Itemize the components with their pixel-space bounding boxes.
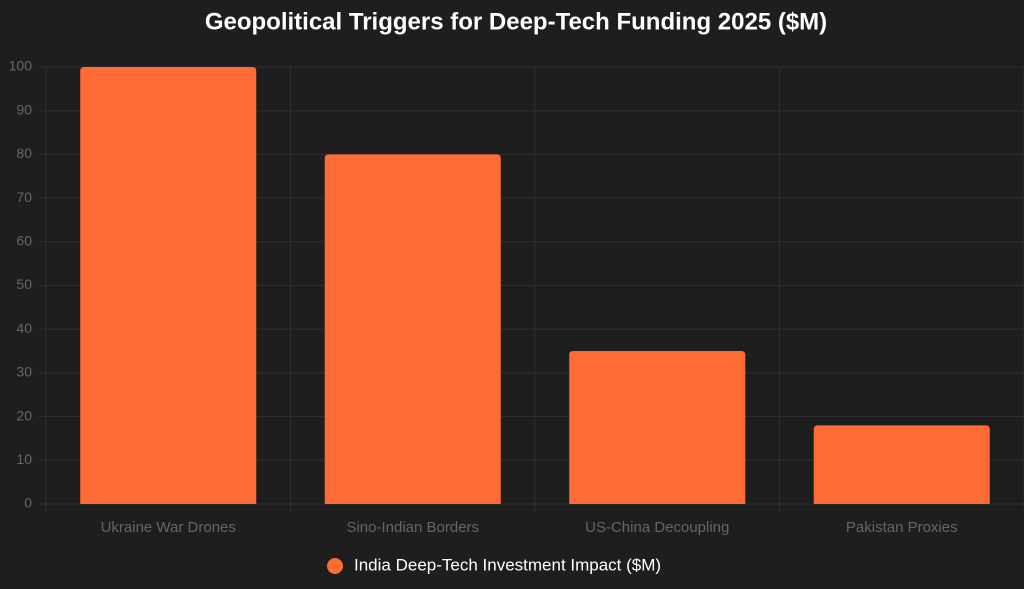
y-tick-label: 50 [16,276,32,292]
chart-title: Geopolitical Triggers for Deep-Tech Fund… [205,8,827,35]
bar [324,154,501,504]
y-tick-label: 20 [16,407,32,423]
y-tick-label: 0 [24,495,32,511]
x-tick-label: Ukraine War Drones [101,519,236,536]
y-tick-label: 60 [16,233,32,249]
y-tick-label: 100 [9,58,33,74]
y-tick-label: 70 [16,189,32,205]
y-tick-label: 90 [16,101,32,117]
legend-marker [327,558,343,574]
y-tick-label: 10 [16,451,32,467]
bar [80,67,257,504]
y-tick-label: 80 [16,145,32,161]
y-tick-label: 30 [16,364,32,380]
legend-label: India Deep-Tech Investment Impact ($M) [354,555,661,574]
bar [813,425,990,504]
x-tick-label: US-China Decoupling [585,519,729,536]
x-tick-label: Sino-Indian Borders [346,519,479,536]
bar [569,351,746,504]
y-tick-label: 40 [16,320,32,336]
x-tick-label: Pakistan Proxies [846,519,958,536]
